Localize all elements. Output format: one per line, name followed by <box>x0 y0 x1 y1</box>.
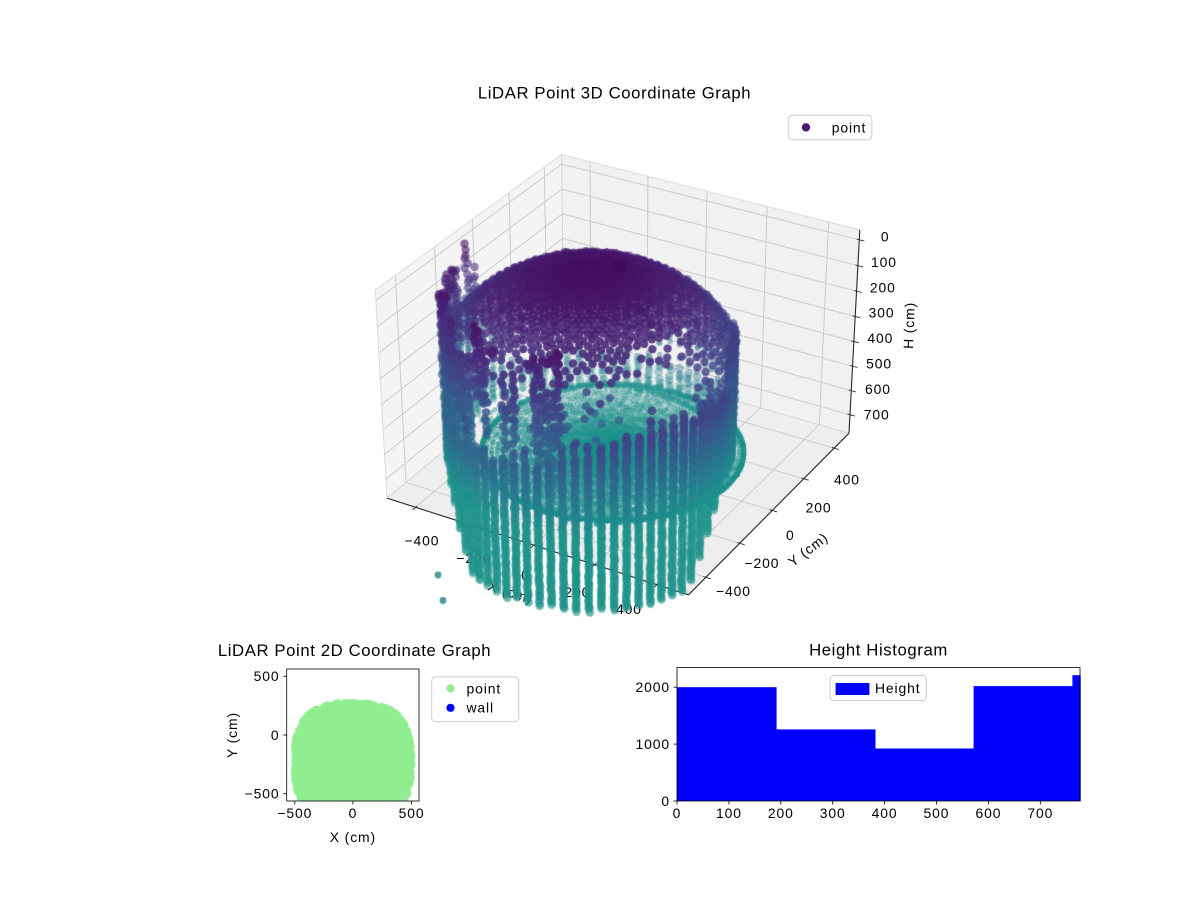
svg-text:0: 0 <box>661 793 670 809</box>
svg-text:X (cm): X (cm) <box>330 829 376 845</box>
svg-text:0: 0 <box>349 805 358 821</box>
svg-text:500: 500 <box>924 805 950 821</box>
svg-text:1000: 1000 <box>635 736 670 752</box>
svg-text:0: 0 <box>673 805 682 821</box>
svg-text:−500: −500 <box>245 786 280 802</box>
svg-text:500: 500 <box>399 805 425 821</box>
svg-text:wall: wall <box>466 700 495 716</box>
svg-text:LiDAR Point 3D Coordinate Grap: LiDAR Point 3D Coordinate Graph <box>478 84 751 103</box>
svg-text:200: 200 <box>768 805 794 821</box>
svg-text:−500: −500 <box>277 805 312 821</box>
svg-text:600: 600 <box>975 805 1001 821</box>
svg-text:100: 100 <box>716 805 742 821</box>
svg-text:point: point <box>832 119 867 135</box>
svg-text:2000: 2000 <box>635 679 670 695</box>
svg-text:400: 400 <box>872 805 898 821</box>
svg-text:300: 300 <box>820 805 846 821</box>
svg-text:Height: Height <box>875 680 921 696</box>
svg-text:500: 500 <box>254 668 280 684</box>
svg-text:LiDAR Point 2D Coordinate Grap: LiDAR Point 2D Coordinate Graph <box>218 641 491 660</box>
svg-text:0: 0 <box>271 727 280 743</box>
svg-text:700: 700 <box>1027 805 1053 821</box>
svg-text:Y (cm): Y (cm) <box>224 712 240 758</box>
svg-text:Height Histogram: Height Histogram <box>809 641 948 660</box>
svg-text:point: point <box>467 680 502 696</box>
